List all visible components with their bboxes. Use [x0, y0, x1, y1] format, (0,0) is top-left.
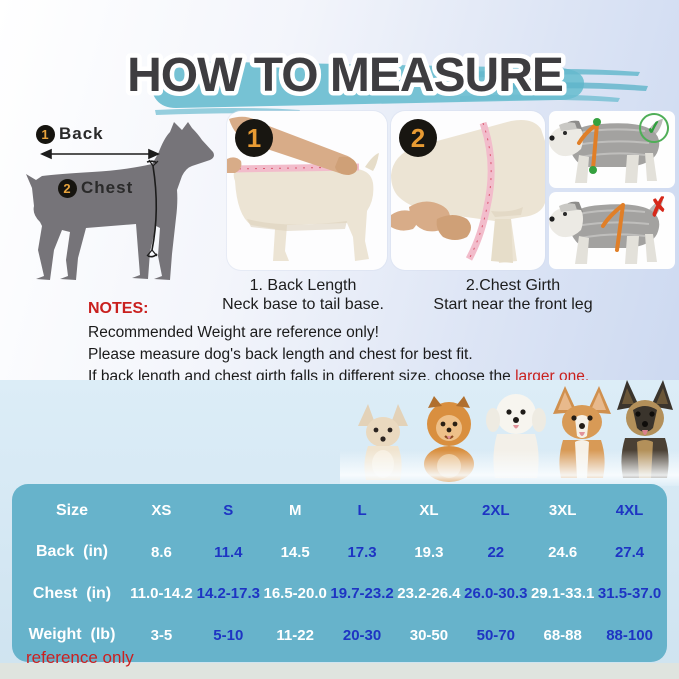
chest-label: 2 Chest: [58, 178, 133, 198]
table-cell: 4XL: [615, 502, 644, 520]
chest-label-text: Chest: [81, 178, 134, 197]
caption-1-title: 1. Back Length: [249, 277, 357, 294]
schnauzer-wrong-harness-image: [549, 200, 663, 264]
table-cell: 3-5: [150, 626, 173, 644]
back-label: 1 Back: [36, 124, 104, 144]
row-label: Chest (in): [32, 584, 112, 602]
caption-2-title: 2.Chest Girth: [465, 277, 561, 294]
table-cell: 20-30: [342, 626, 382, 644]
table-cell: 5-10: [213, 626, 244, 644]
table-cell: XL: [419, 502, 439, 520]
notes-section: NOTES: Recommended Weight are reference …: [88, 300, 663, 388]
step-2-badge: 2: [399, 119, 437, 157]
table-row: Chest (in) 11.0-14.2 14.2-17.3 16.5-20.0 19.…: [16, 585, 663, 603]
number-2-badge: 2: [58, 178, 77, 198]
chest-tape-arrow: [146, 159, 159, 258]
table-cell: 2XL: [482, 502, 510, 520]
table-cell: S: [223, 502, 234, 520]
table-cell: 22: [487, 543, 505, 561]
chest-measure-illustration: [391, 120, 545, 263]
wrong-fit-photo: ✗: [549, 192, 675, 269]
table-cell: 11-22: [276, 626, 314, 644]
step-1-badge: 1: [235, 119, 273, 157]
table-cell: M: [288, 502, 302, 520]
chest-girth-photo: 2: [391, 111, 545, 270]
number-1-badge: 1: [36, 124, 55, 144]
floor-strip: [0, 663, 679, 679]
notes-line-1: Recommended Weight are reference only!: [88, 324, 379, 341]
table-row: Size XS S M L XL 2XL 3XL 4XL: [16, 502, 663, 520]
table-cell: 14.5: [280, 543, 310, 561]
notes-line-2: Please measure dog's back length and che…: [88, 346, 473, 363]
table-cell: 29.1-33.1: [530, 585, 595, 603]
brush-stroke: [149, 60, 648, 115]
table-cell: 11.4: [214, 543, 243, 561]
row-label: Weight (lb): [28, 626, 116, 644]
table-cell: 31.5-37.0: [597, 585, 662, 603]
table-cell: 26.0-30.3: [464, 585, 528, 603]
table-cell: 16.5-20.0: [263, 585, 327, 603]
table-cell: L: [357, 502, 367, 520]
title-banner: HOW TO MEASURE: [123, 45, 648, 115]
back-arrow: [40, 148, 160, 160]
fog-overlay: [340, 450, 679, 486]
table-cell: 30-50: [409, 626, 449, 644]
back-length-caption: 1. Back Length Neck base to tail base.: [208, 276, 398, 314]
table-cell: 50-70: [476, 626, 515, 644]
table-cell: 14.2-17.3: [196, 585, 260, 603]
table-cell: 88-100: [606, 626, 653, 644]
table-cell: 3XL: [548, 502, 577, 520]
table-cell: 24.6: [548, 543, 578, 561]
back-label-text: Back: [59, 124, 104, 143]
size-table: Size XS S M L XL 2XL 3XL 4XL Back (in) 8.6 11.4 14.5…: [12, 484, 667, 662]
schnauzer-correct-harness-image: [549, 118, 663, 183]
back-length-photo: 1: [227, 111, 387, 270]
table-cell: 19.7-23.2: [330, 585, 394, 603]
table-cell: 8.6: [151, 543, 172, 561]
notes-heading: NOTES:: [88, 300, 149, 317]
dog-silhouette-image: [26, 122, 214, 280]
chest-girth-caption: 2.Chest Girth Start near the front leg: [418, 276, 608, 314]
row-label: Back (in): [35, 543, 108, 561]
measure-diagram: 1 Back 2 Chest: [6, 110, 224, 292]
table-cell: 17.3: [347, 543, 377, 561]
row-label: Size: [55, 501, 88, 519]
table-row: Back (in) 8.6 11.4 14.5 17.3 19.3 22 24.6 27.4: [16, 543, 663, 561]
table-cell: 27.4: [614, 543, 645, 561]
page-title: HOW TO MEASURE: [127, 49, 563, 102]
table-cell: 19.3: [414, 543, 444, 561]
table-row: Weight (lb) 3-5 5-10 11-22 20-30 30-50 50-70 68…: [16, 626, 663, 644]
table-cell: 23.2-26.4: [397, 585, 461, 603]
caption-1-subtitle: Neck base to tail base.: [222, 296, 384, 313]
table-cell: XS: [151, 502, 172, 520]
table-cell: 11.0-14.2: [130, 585, 193, 603]
reference-only-note: reference only: [26, 648, 134, 667]
table-cell: 68-88: [543, 626, 582, 644]
correct-fit-photo: ✓: [549, 111, 675, 188]
caption-2-subtitle: Start near the front leg: [433, 296, 593, 313]
